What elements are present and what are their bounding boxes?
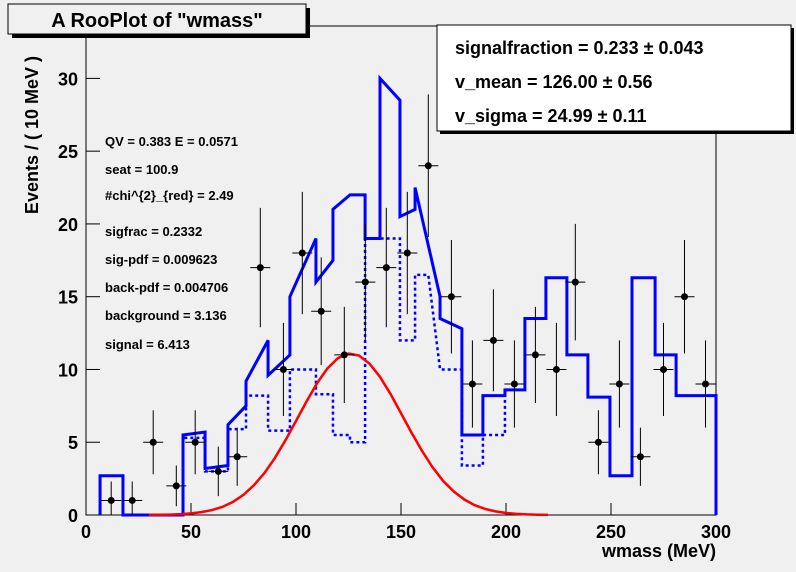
data-point — [172, 482, 180, 490]
data-point — [510, 380, 518, 388]
annotation: #chi^{2}_{red} = 2.49 — [105, 188, 234, 203]
stats-box — [436, 24, 792, 132]
data-point — [214, 467, 222, 475]
data-point — [594, 438, 602, 446]
x-tick-label: 50 — [181, 522, 201, 542]
data-point — [615, 380, 623, 388]
data-point — [107, 496, 115, 504]
data-point — [424, 162, 432, 170]
line-solid — [98, 74, 718, 517]
data-point — [571, 278, 579, 286]
stats-entry: signalfraction = 0.233 ± 0.043 — [455, 38, 704, 58]
data-point — [468, 380, 476, 388]
annotation: QV = 0.383 E = 0.0571 — [105, 134, 238, 149]
data-point — [552, 365, 560, 373]
y-tick-label: 0 — [68, 506, 78, 526]
annotation: sigfrac = 0.2332 — [105, 224, 202, 239]
stats-entry: v_sigma = 24.99 ± 0.11 — [455, 106, 647, 126]
y-tick-label: 15 — [58, 288, 78, 308]
y-tick-label: 10 — [58, 360, 78, 380]
line-curve — [148, 352, 549, 517]
x-tick-label: 300 — [701, 522, 731, 542]
data-point — [340, 351, 348, 359]
data-point — [531, 351, 539, 359]
x-tick-label: 250 — [596, 522, 626, 542]
data-point — [149, 438, 157, 446]
y-axis-label: Events / ( 10 MeV ) — [22, 56, 42, 214]
data-point — [702, 380, 709, 388]
y-tick-label: 30 — [58, 69, 78, 89]
data-point — [636, 453, 644, 461]
data-point — [660, 365, 667, 373]
chart-title: A RooPlot of "wmass" — [51, 10, 263, 32]
data-point — [317, 307, 325, 315]
annotation: back-pdf = 0.004706 — [105, 280, 228, 295]
title-box — [7, 3, 307, 35]
data-point — [361, 278, 369, 286]
annotation: sig-pdf = 0.009623 — [105, 252, 217, 267]
data-point — [382, 264, 390, 272]
data-point — [191, 438, 199, 446]
line-dotted — [98, 237, 525, 517]
annotation: background = 3.136 — [105, 308, 227, 323]
data-point — [233, 453, 241, 461]
data-point — [681, 293, 688, 301]
x-tick-label: 200 — [491, 522, 521, 542]
y-tick-label: 5 — [68, 433, 78, 453]
stats-entry: v_mean = 126.00 ± 0.56 — [455, 72, 653, 92]
annotation: seat = 100.9 — [105, 162, 178, 177]
data-point — [279, 365, 287, 373]
data-point — [256, 264, 264, 272]
data-point — [298, 249, 306, 257]
annotation: signal = 6.413 — [105, 337, 190, 352]
data-point — [447, 293, 455, 301]
data-point — [403, 249, 411, 257]
x-tick-label: 150 — [386, 522, 416, 542]
x-tick-label: 100 — [281, 522, 311, 542]
data-point — [128, 496, 136, 504]
x-axis-label: wmass (MeV) — [601, 541, 716, 561]
y-tick-label: 20 — [58, 215, 78, 235]
data-point — [489, 336, 497, 344]
y-tick-label: 25 — [58, 142, 78, 162]
x-tick-label: 0 — [81, 522, 91, 542]
